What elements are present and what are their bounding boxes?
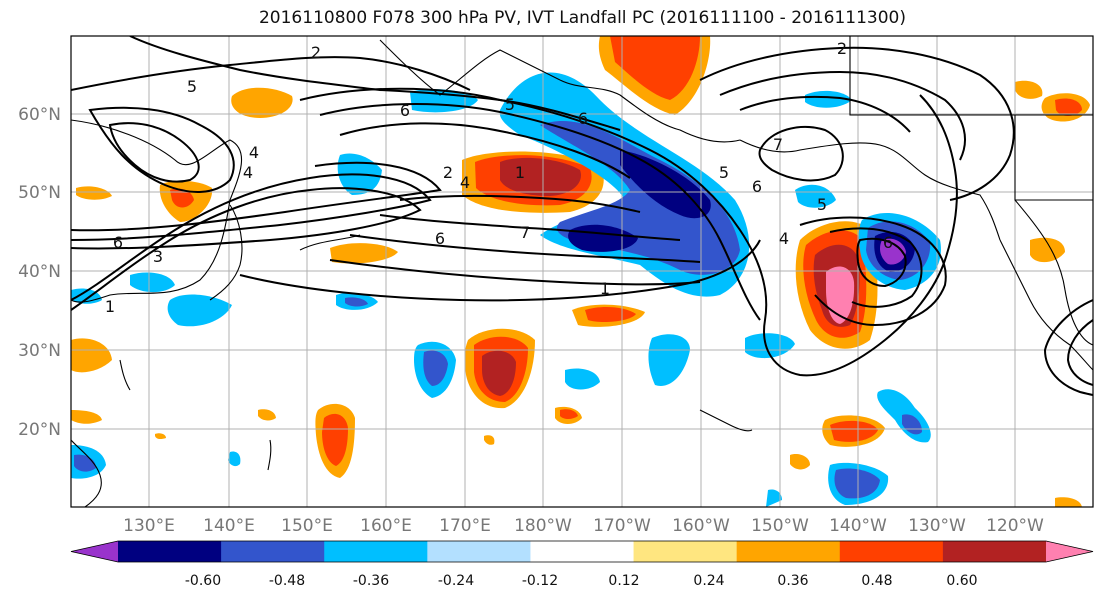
- lon-label: 130°W: [908, 516, 966, 536]
- contour-label: 1: [515, 163, 525, 182]
- gridlines: [71, 36, 1093, 507]
- colorbar-outline: [70, 540, 1094, 563]
- contour-label: 6: [435, 229, 445, 248]
- contour-label: 6: [883, 233, 893, 252]
- colorbar: [70, 540, 1094, 563]
- lon-label: 130°E: [123, 516, 175, 536]
- pv-contours: [71, 36, 1093, 396]
- contour-label: 6: [752, 177, 762, 196]
- colorbar-tick-label: -0.48: [269, 573, 305, 589]
- colorbar-swatch: [221, 541, 325, 562]
- lat-label: 40°N: [18, 262, 61, 282]
- lon-label: 160°W: [672, 516, 730, 536]
- lon-label: 180°W: [514, 516, 572, 536]
- lon-label: 170°E: [439, 516, 491, 536]
- contour-label: 5: [505, 95, 515, 114]
- contour-label: 4: [249, 143, 259, 162]
- lon-label: 140°E: [203, 516, 255, 536]
- lon-label: 150°W: [751, 516, 809, 536]
- contour-label: 5: [817, 195, 827, 214]
- colorbar-tick-labels: -0.60 -0.48 -0.36 -0.24 -0.12 0.12 0.24 …: [185, 573, 978, 589]
- contour-label: 2: [837, 39, 847, 58]
- lon-label: 120°W: [986, 516, 1044, 536]
- contour-label: 6: [113, 233, 123, 252]
- contour-labels: 2 5 4 6 3 1 2 5 6 4 7 6 1 5 6 7 2 5 6 4 …: [105, 39, 893, 316]
- lon-label: 160°E: [360, 516, 412, 536]
- colorbar-tick-label: 0.24: [693, 573, 724, 589]
- colorbar-extend-max: [1046, 541, 1093, 562]
- lon-label: 150°E: [281, 516, 333, 536]
- pv-anomaly-fills: [71, 36, 1090, 507]
- contour-label: 7: [773, 135, 783, 154]
- colorbar-tick-label: -0.36: [353, 573, 389, 589]
- lat-label: 30°N: [18, 341, 61, 361]
- colorbar-tick-label: 0.36: [777, 573, 808, 589]
- colorbar-swatch: [736, 541, 841, 562]
- map-title: 2016110800 F078 300 hPa PV, IVT Landfall…: [258, 8, 906, 28]
- longitude-labels: 130°E 140°E 150°E 160°E 170°E 180°W 170°…: [123, 516, 1044, 536]
- colorbar-tick-label: -0.24: [438, 573, 474, 589]
- colorbar-tick-label: -0.12: [522, 573, 558, 589]
- colorbar-extend-min: [71, 541, 118, 562]
- colorbar-swatch: [942, 541, 1047, 562]
- latitude-labels: 60°N 50°N 40°N 30°N 20°N: [18, 105, 61, 440]
- contour-label: 7: [520, 223, 530, 242]
- map-border: [70, 35, 1094, 508]
- colorbar-swatch: [324, 541, 428, 562]
- colorbar-tick-label: 0.48: [861, 573, 892, 589]
- colorbar-swatch: [530, 541, 635, 562]
- contour-label: 1: [105, 297, 115, 316]
- contour-label: 2: [443, 163, 453, 182]
- colorbar-swatch: [839, 541, 944, 562]
- contour-label: 5: [719, 163, 729, 182]
- lon-label: 140°W: [829, 516, 887, 536]
- contour-label: 5: [187, 77, 197, 96]
- contour-label: 1: [600, 279, 610, 298]
- contour-label: 6: [400, 101, 410, 120]
- contour-label: 4: [779, 229, 789, 248]
- colorbar-tick-label: -0.60: [185, 573, 221, 589]
- lat-label: 60°N: [18, 105, 61, 125]
- contour-label: 6: [578, 109, 588, 128]
- contour-label: 2: [311, 43, 321, 62]
- colorbar-swatch: [633, 541, 738, 562]
- colorbar-tick-label: 0.12: [608, 573, 639, 589]
- contour-label: 3: [153, 247, 163, 266]
- colorbar-swatch: [118, 541, 222, 562]
- lat-label: 50°N: [18, 183, 61, 203]
- lat-label: 20°N: [18, 420, 61, 440]
- contour-label: 4: [460, 173, 470, 192]
- contour-label: 4: [243, 163, 253, 182]
- colorbar-swatch: [427, 541, 531, 562]
- lon-label: 170°W: [593, 516, 651, 536]
- colorbar-tick-label: 0.60: [946, 573, 977, 589]
